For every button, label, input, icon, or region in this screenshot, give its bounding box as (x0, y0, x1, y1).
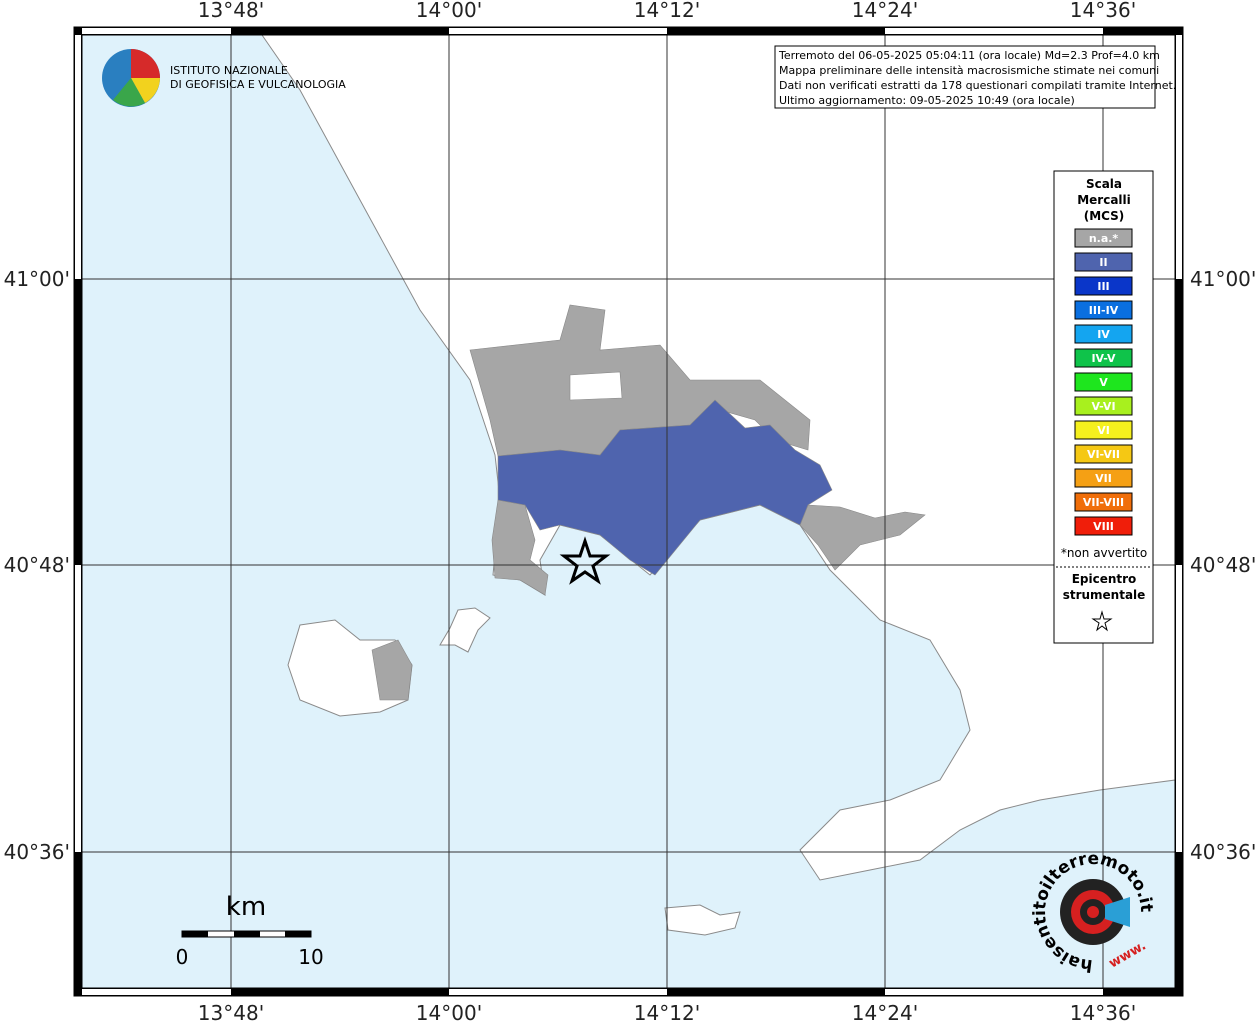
legend-swatch (1074, 420, 1133, 440)
legend-swatch (1074, 300, 1133, 320)
logo-text: ISTITUTO NAZIONALE (170, 64, 288, 77)
legend-label: n.a.* (1089, 232, 1119, 245)
intensity-areas (371, 304, 926, 701)
legend-swatch (1074, 468, 1133, 488)
legend-swatch (1074, 516, 1133, 536)
scale-end: 10 (298, 945, 323, 969)
legend-title: (MCS) (1084, 209, 1125, 223)
graticule (82, 35, 1175, 988)
legend-swatch (1074, 444, 1133, 464)
legend-swatch (1074, 228, 1133, 248)
lon-label: 13°48' (198, 0, 264, 22)
logo-text: DI GEOFISICA E VULCANOLOGIA (170, 78, 346, 91)
legend-title: Mercalli (1077, 193, 1131, 207)
scale-unit: km (226, 892, 266, 922)
legend-swatch (1074, 492, 1133, 512)
epicenter-star (559, 536, 611, 585)
legend-label: V (1099, 376, 1108, 389)
legend-note: *non avvertito (1061, 546, 1147, 560)
lat-label: 40°36' (1190, 840, 1256, 864)
scale-start: 0 (176, 945, 189, 969)
frame (73, 26, 1184, 997)
legend-swatch (1074, 372, 1133, 392)
legend-label: VI-VII (1087, 448, 1120, 461)
lon-label: 14°24' (852, 1001, 918, 1024)
legend-epicenter: strumentale (1063, 588, 1146, 602)
ingv-logo: ISTITUTO NAZIONALE DI GEOFISICA E VULCAN… (102, 49, 346, 107)
legend-title: Scala (1086, 177, 1122, 191)
lat-label: 41°00' (4, 267, 70, 291)
info-line: Terremoto del 06-05-2025 05:04:11 (ora l… (778, 49, 1160, 62)
lat-label: 41°00' (1190, 267, 1256, 291)
legend-label: VIII (1093, 520, 1114, 533)
legend-swatch (1074, 252, 1133, 272)
lat-label: 40°36' (4, 840, 70, 864)
legend-label: III (1097, 280, 1109, 293)
lon-label: 14°36' (1070, 1001, 1136, 1024)
legend-label: IV (1097, 328, 1110, 341)
legend-swatch (1074, 396, 1133, 416)
lon-label: 14°12' (634, 1001, 700, 1024)
lon-label: 14°00' (416, 1001, 482, 1024)
legend-label: V-VI (1091, 400, 1115, 413)
legend-swatch (1074, 348, 1133, 368)
lat-label: 40°48' (4, 553, 70, 577)
legend-label: IV-V (1091, 352, 1116, 365)
scale-bar: km 0 10 (176, 892, 324, 969)
lon-label: 13°48' (198, 1001, 264, 1024)
info-box: Terremoto del 06-05-2025 05:04:11 (ora l… (774, 45, 1176, 109)
info-line: Ultimo aggiornamento: 09-05-2025 10:49 (… (779, 94, 1075, 107)
lon-label: 14°00' (416, 0, 482, 22)
hsit-logo: haisentitoilterremoto.it www. (1030, 849, 1156, 975)
legend-label: VI (1097, 424, 1110, 437)
legend-label: VII (1095, 472, 1112, 485)
lon-label: 14°36' (1070, 0, 1136, 22)
lon-label: 14°24' (852, 0, 918, 22)
info-line: Mappa preliminare delle intensità macros… (779, 64, 1159, 77)
legend-label: III-IV (1089, 304, 1119, 317)
lat-label: 40°48' (1190, 553, 1256, 577)
legend-label: VII-VIII (1083, 496, 1124, 509)
lon-label: 14°12' (634, 0, 700, 22)
legend-swatch (1074, 276, 1133, 296)
legend-epicenter: Epicentro (1072, 572, 1137, 586)
legend-swatch (1074, 324, 1133, 344)
legend: Scala Mercalli (MCS) *non avvertito Epic… (1053, 170, 1154, 644)
info-line: Dati non verificati estratti da 178 ques… (779, 79, 1176, 92)
legend-label: II (1099, 256, 1107, 269)
